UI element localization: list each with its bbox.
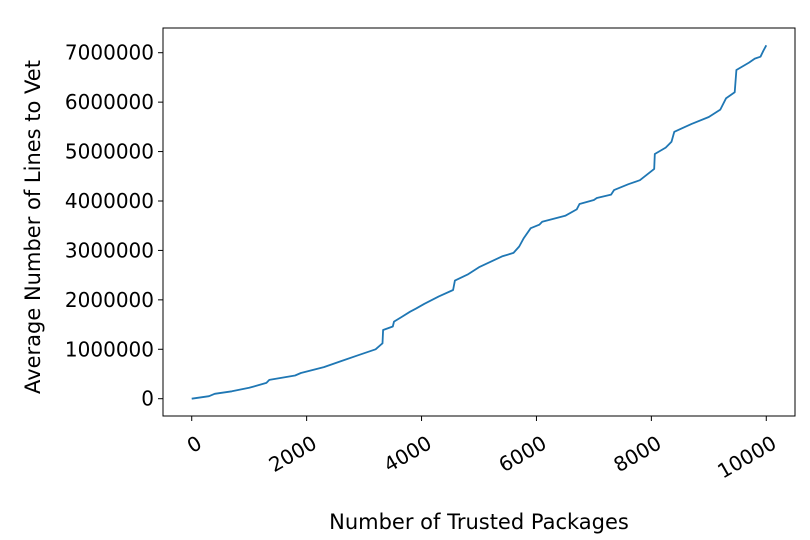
- x-tick-label: 0: [183, 431, 206, 458]
- x-tick-label: 4000: [380, 431, 436, 477]
- ticks-layer: 0 1000000 2000000 3000000 4000000 5000000 6000…: [65, 41, 780, 484]
- plot-area-frame: [162, 27, 796, 417]
- x-tick-label: 6000: [494, 431, 550, 477]
- y-tick-label: 3000000: [65, 238, 154, 262]
- y-tick-label: 6000000: [65, 90, 154, 114]
- x-tick-label: 10000: [713, 431, 780, 484]
- x-tick-label: 8000: [609, 431, 665, 477]
- series-layer: [191, 44, 768, 400]
- y-tick-label: 2000000: [65, 288, 154, 312]
- x-axis-label: Number of Trusted Packages: [329, 510, 629, 534]
- y-tick-label: 1000000: [65, 337, 154, 361]
- y-tick-label: 4000000: [65, 189, 154, 213]
- x-tick-label: 2000: [265, 431, 321, 477]
- y-tick-label: 5000000: [65, 140, 154, 164]
- data-series-line: [191, 44, 768, 400]
- y-axis-label: Average Number of Lines to Vet: [21, 60, 45, 394]
- y-tick-label: 7000000: [65, 41, 154, 65]
- y-tick-label: 0: [141, 387, 154, 411]
